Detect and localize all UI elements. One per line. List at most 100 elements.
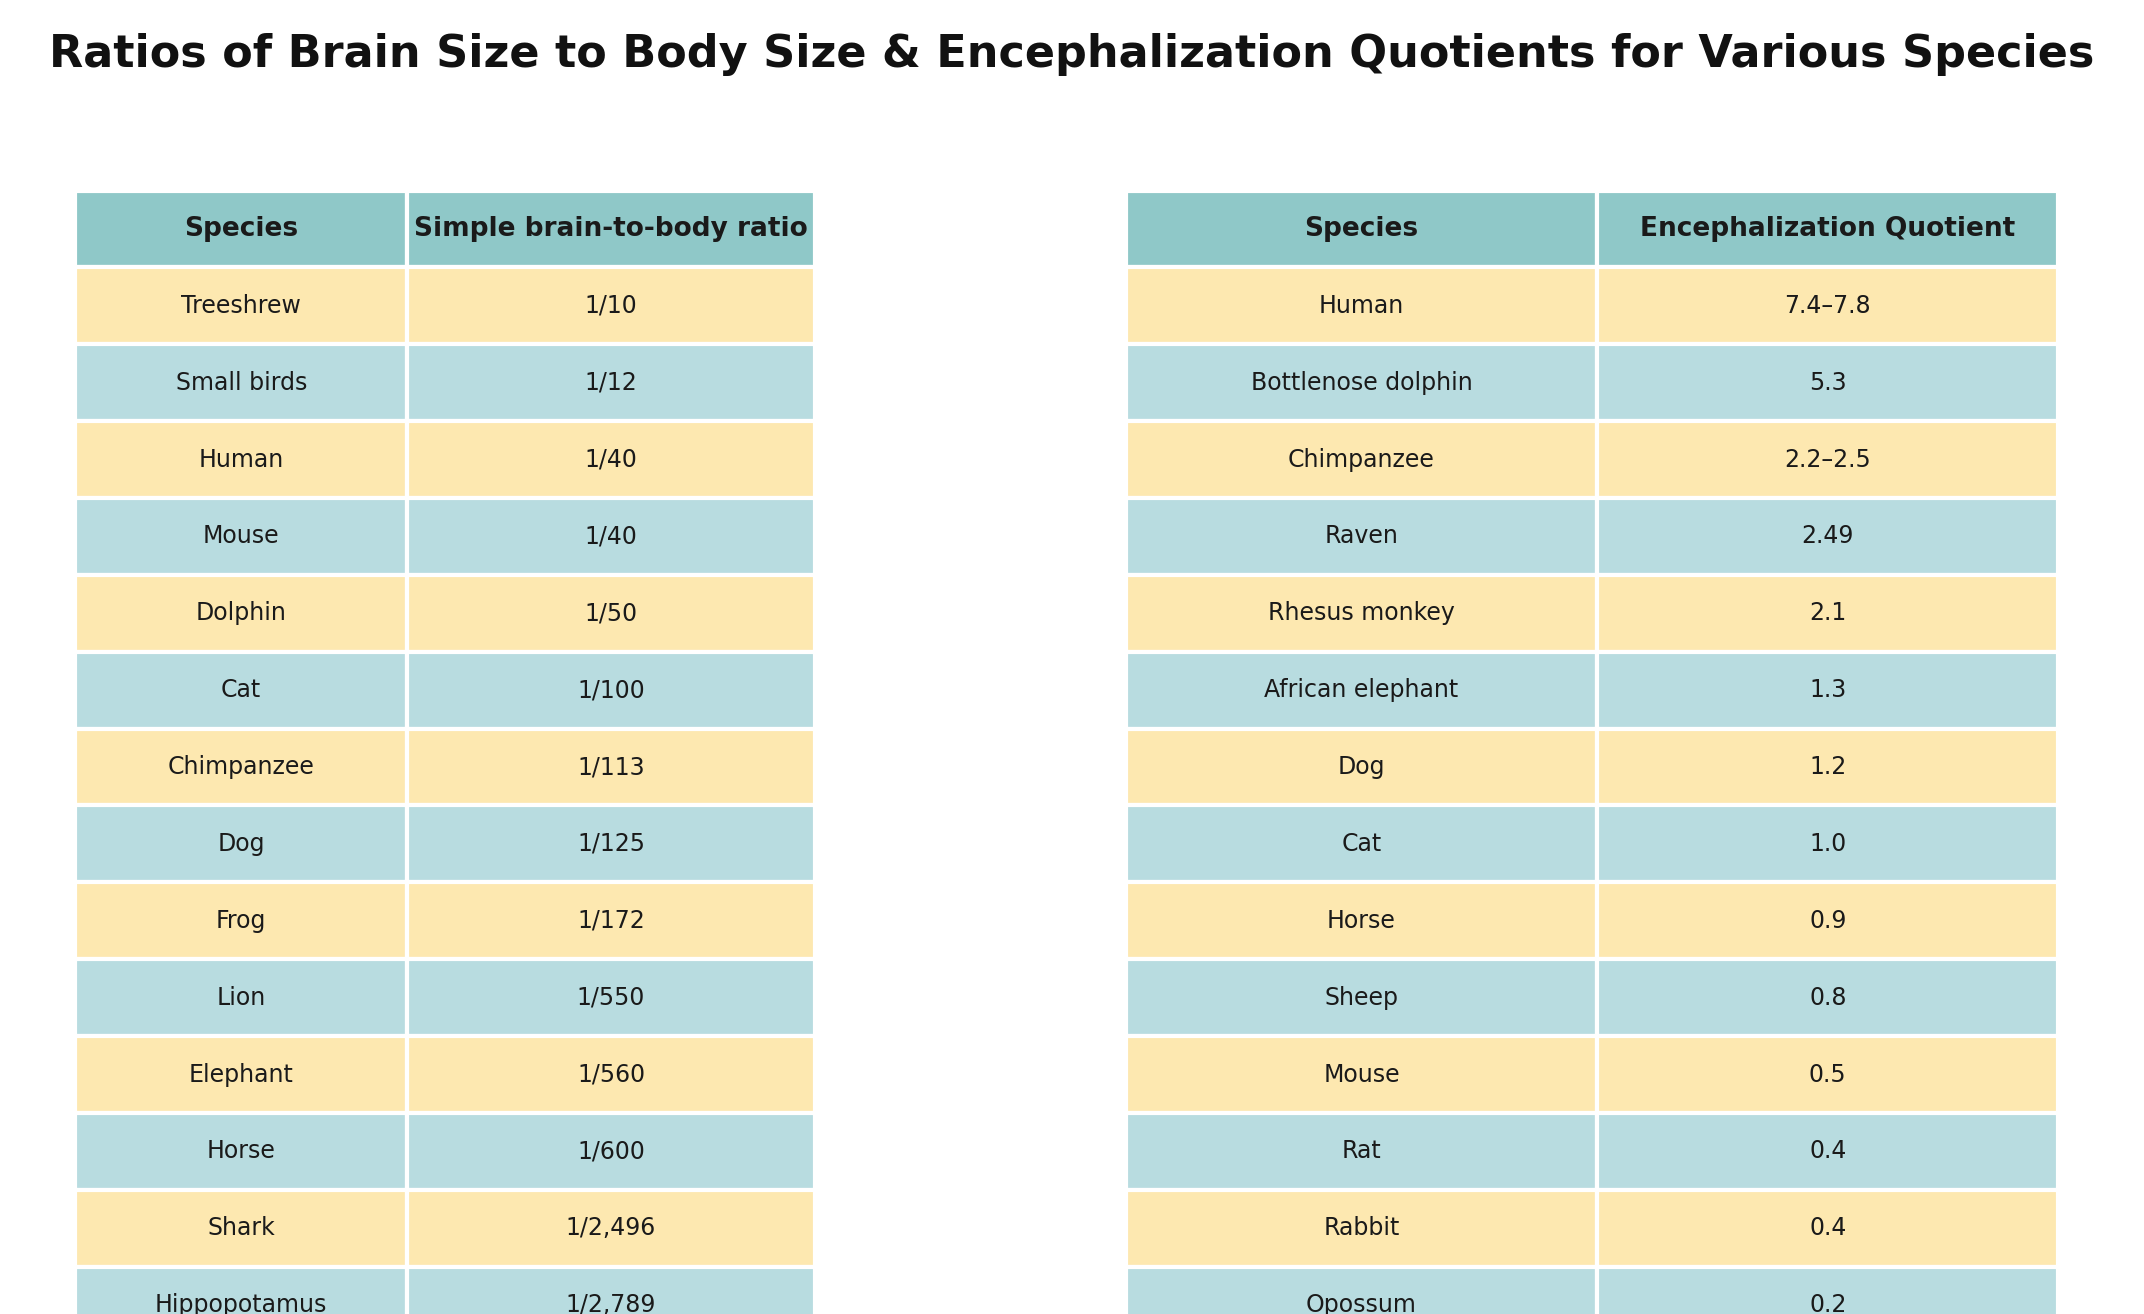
Text: Chimpanzee: Chimpanzee	[167, 756, 315, 779]
FancyBboxPatch shape	[75, 422, 407, 498]
FancyBboxPatch shape	[1126, 1037, 1597, 1113]
FancyBboxPatch shape	[1597, 191, 2058, 268]
Text: 1/40: 1/40	[585, 448, 637, 472]
Text: Small birds: Small birds	[176, 371, 307, 394]
Text: 0.2: 0.2	[1810, 1293, 1846, 1314]
FancyBboxPatch shape	[407, 422, 815, 498]
Text: Rat: Rat	[1342, 1139, 1381, 1163]
Text: 0.8: 0.8	[1810, 986, 1846, 1009]
Text: Treeshrew: Treeshrew	[182, 294, 300, 318]
FancyBboxPatch shape	[75, 959, 407, 1037]
FancyBboxPatch shape	[1126, 652, 1597, 728]
Text: 1/113: 1/113	[577, 756, 645, 779]
Text: Human: Human	[1319, 294, 1404, 318]
Text: 1/172: 1/172	[577, 909, 645, 933]
Text: 1/10: 1/10	[585, 294, 637, 318]
FancyBboxPatch shape	[1126, 344, 1597, 422]
Text: Dog: Dog	[1338, 756, 1385, 779]
Text: Ratios of Brain Size to Body Size & Encephalization Quotients for Various Specie: Ratios of Brain Size to Body Size & Ence…	[49, 33, 2095, 76]
Text: Horse: Horse	[1327, 909, 1396, 933]
Text: Sheep: Sheep	[1325, 986, 1398, 1009]
FancyBboxPatch shape	[75, 576, 407, 652]
Text: 1.3: 1.3	[1810, 678, 1846, 702]
Text: Cat: Cat	[1342, 832, 1381, 855]
FancyBboxPatch shape	[1597, 268, 2058, 344]
Text: 7.4–7.8: 7.4–7.8	[1784, 294, 1872, 318]
Text: Mouse: Mouse	[204, 524, 279, 548]
FancyBboxPatch shape	[1597, 498, 2058, 576]
Text: 2.1: 2.1	[1810, 602, 1846, 625]
Text: Encephalization Quotient: Encephalization Quotient	[1640, 215, 2015, 242]
FancyBboxPatch shape	[407, 652, 815, 728]
FancyBboxPatch shape	[1597, 805, 2058, 883]
FancyBboxPatch shape	[1597, 1113, 2058, 1190]
Text: 1.0: 1.0	[1810, 832, 1846, 855]
Text: Rabbit: Rabbit	[1323, 1217, 1400, 1240]
FancyBboxPatch shape	[75, 1113, 407, 1190]
FancyBboxPatch shape	[1126, 268, 1597, 344]
Text: Elephant: Elephant	[189, 1063, 294, 1087]
FancyBboxPatch shape	[1597, 422, 2058, 498]
Text: 2.49: 2.49	[1801, 524, 1855, 548]
FancyBboxPatch shape	[1597, 576, 2058, 652]
FancyBboxPatch shape	[407, 191, 815, 268]
FancyBboxPatch shape	[407, 344, 815, 422]
Text: Human: Human	[199, 448, 283, 472]
Text: Chimpanzee: Chimpanzee	[1289, 448, 1434, 472]
FancyBboxPatch shape	[407, 1267, 815, 1314]
FancyBboxPatch shape	[1126, 498, 1597, 576]
FancyBboxPatch shape	[75, 268, 407, 344]
FancyBboxPatch shape	[75, 1267, 407, 1314]
FancyBboxPatch shape	[1126, 1113, 1597, 1190]
Text: 0.4: 0.4	[1810, 1139, 1846, 1163]
FancyBboxPatch shape	[407, 498, 815, 576]
Text: 1/12: 1/12	[585, 371, 637, 394]
FancyBboxPatch shape	[1126, 883, 1597, 959]
Text: Species: Species	[1304, 215, 1419, 242]
FancyBboxPatch shape	[75, 344, 407, 422]
FancyBboxPatch shape	[1597, 1267, 2058, 1314]
FancyBboxPatch shape	[1126, 728, 1597, 805]
Text: Lion: Lion	[217, 986, 266, 1009]
FancyBboxPatch shape	[1597, 883, 2058, 959]
Text: Frog: Frog	[217, 909, 266, 933]
FancyBboxPatch shape	[1126, 1267, 1597, 1314]
Text: 1.2: 1.2	[1810, 756, 1846, 779]
Text: 0.5: 0.5	[1810, 1063, 1846, 1087]
FancyBboxPatch shape	[407, 1037, 815, 1113]
Text: 1/600: 1/600	[577, 1139, 645, 1163]
Text: Dog: Dog	[217, 832, 266, 855]
FancyBboxPatch shape	[75, 728, 407, 805]
Text: Simple brain-to-body ratio: Simple brain-to-body ratio	[414, 215, 808, 242]
Text: 1/100: 1/100	[577, 678, 645, 702]
Text: 1/2,496: 1/2,496	[566, 1217, 656, 1240]
FancyBboxPatch shape	[407, 1113, 815, 1190]
Text: Bottlenose dolphin: Bottlenose dolphin	[1250, 371, 1473, 394]
Text: 5.3: 5.3	[1810, 371, 1846, 394]
FancyBboxPatch shape	[75, 1037, 407, 1113]
Text: Dolphin: Dolphin	[195, 602, 287, 625]
FancyBboxPatch shape	[75, 652, 407, 728]
FancyBboxPatch shape	[75, 191, 407, 268]
FancyBboxPatch shape	[1126, 1190, 1597, 1267]
FancyBboxPatch shape	[1126, 959, 1597, 1037]
FancyBboxPatch shape	[407, 728, 815, 805]
Text: Mouse: Mouse	[1323, 1063, 1400, 1087]
Text: Rhesus monkey: Rhesus monkey	[1267, 602, 1456, 625]
FancyBboxPatch shape	[75, 498, 407, 576]
FancyBboxPatch shape	[407, 805, 815, 883]
FancyBboxPatch shape	[1597, 344, 2058, 422]
Text: 1/125: 1/125	[577, 832, 645, 855]
Text: Raven: Raven	[1325, 524, 1398, 548]
FancyBboxPatch shape	[75, 883, 407, 959]
FancyBboxPatch shape	[1597, 728, 2058, 805]
FancyBboxPatch shape	[407, 1190, 815, 1267]
FancyBboxPatch shape	[1597, 1190, 2058, 1267]
Text: Shark: Shark	[208, 1217, 274, 1240]
Text: 1/50: 1/50	[585, 602, 637, 625]
Text: 0.4: 0.4	[1810, 1217, 1846, 1240]
Text: 2.2–2.5: 2.2–2.5	[1784, 448, 1872, 472]
Text: 1/40: 1/40	[585, 524, 637, 548]
FancyBboxPatch shape	[407, 268, 815, 344]
FancyBboxPatch shape	[1126, 422, 1597, 498]
